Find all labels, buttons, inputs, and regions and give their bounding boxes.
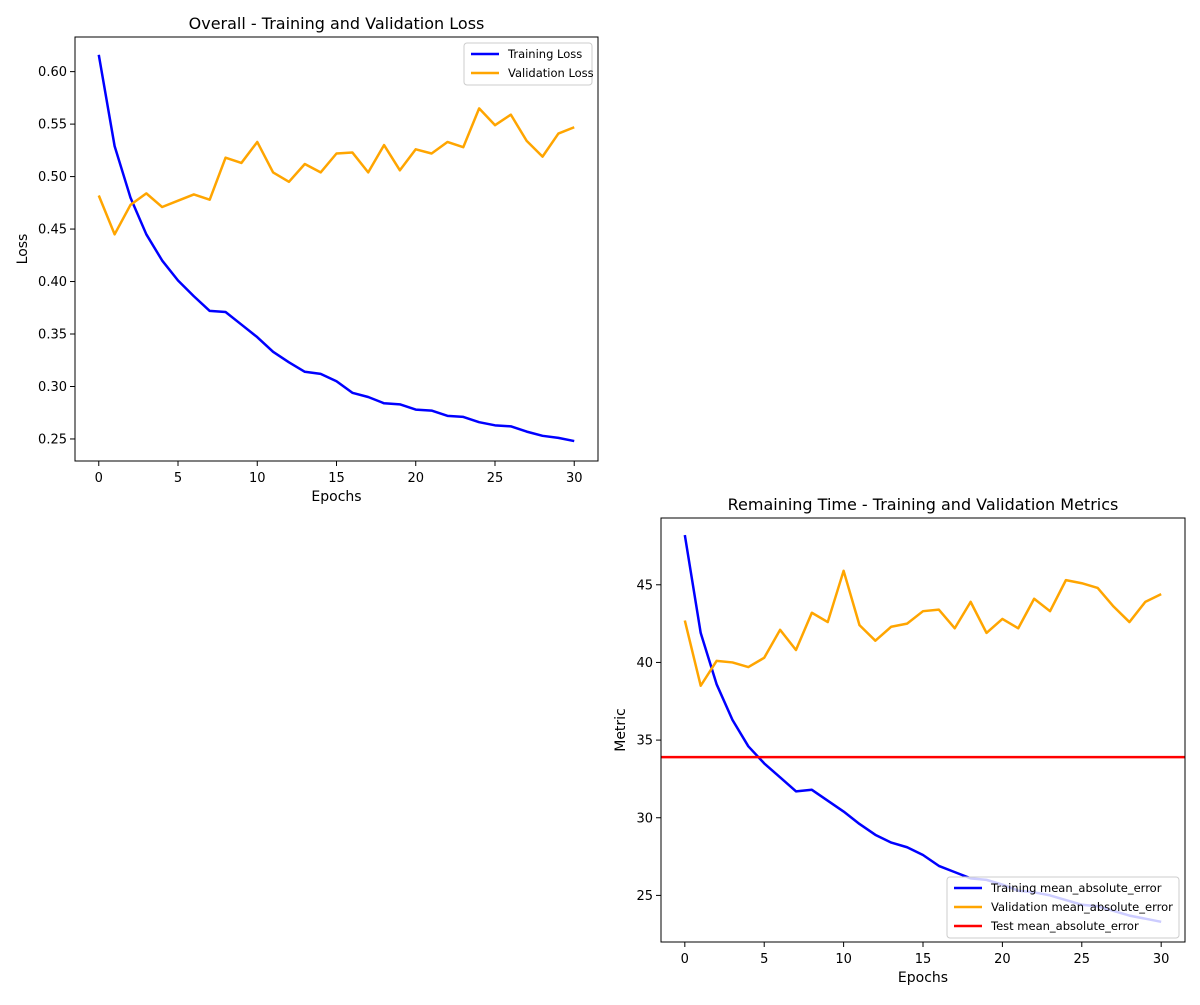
y-tick-label: 25 <box>636 889 653 904</box>
x-tick-label: 30 <box>1153 952 1170 967</box>
chart-1: 0 5 10 15 20 25 30 0.25 0.30 0.35 0.40 0.45 0.50 0.55… <box>15 14 599 505</box>
y-tick-label: 45 <box>636 578 653 593</box>
x-axis-label: Epochs <box>311 489 361 505</box>
chart-title: Remaining Time - Training and Validation… <box>728 495 1119 514</box>
x-tick-label: 0 <box>681 952 689 967</box>
x-axis-label: Epochs <box>898 970 948 986</box>
x-tick-label: 10 <box>835 952 852 967</box>
x-tick-label: 25 <box>487 471 504 486</box>
series-group <box>661 534 1185 924</box>
x-tick-label: 30 <box>566 471 583 486</box>
x-tick-label: 5 <box>760 952 768 967</box>
y-tick-label: 30 <box>636 811 653 826</box>
y-tick-label: 0.45 <box>38 223 67 238</box>
chart-2: 0 5 10 15 20 25 30 25 30 35 40 45 Remaining Time - T… <box>613 495 1186 986</box>
y-tick-label: 0.25 <box>38 432 67 447</box>
x-tick-label: 25 <box>1074 952 1091 967</box>
series-line-validation-loss <box>97 107 575 236</box>
legend-label: Validation mean_absolute_error <box>991 900 1173 914</box>
y-tick-label: 40 <box>636 656 653 671</box>
plot-frame <box>74 36 599 462</box>
y-tick-label: 0.50 <box>38 170 67 185</box>
series-line-training-mean-absolute-error <box>683 534 1162 924</box>
x-tick-label: 0 <box>95 471 103 486</box>
series-line-validation-mean-absolute-error <box>683 569 1162 687</box>
legend-label: Training Loss <box>507 47 582 61</box>
legend-box <box>946 876 1180 939</box>
y-axis-label: Metric <box>613 708 629 752</box>
series-line-training-loss <box>97 54 575 443</box>
y-tick-label: 0.60 <box>38 65 67 80</box>
y-tick-label: 35 <box>636 734 653 749</box>
x-tick-label: 5 <box>174 471 182 486</box>
legend-label: Training mean_absolute_error <box>990 881 1162 895</box>
legend-label: Validation Loss <box>508 66 594 80</box>
y-axis-label: Loss <box>15 234 31 265</box>
series-group <box>97 54 575 443</box>
legend: Training mean_absolute_error Validation m… <box>946 876 1180 939</box>
y-tick-label: 0.30 <box>38 380 67 395</box>
legend: Training Loss Validation Loss <box>463 42 594 86</box>
chart-title: Overall - Training and Validation Loss <box>189 14 485 33</box>
x-tick-label: 10 <box>249 471 266 486</box>
x-tick-label: 20 <box>407 471 424 486</box>
x-tick-label: 15 <box>915 952 932 967</box>
legend-label: Test mean_absolute_error <box>990 919 1139 933</box>
y-tick-label: 0.55 <box>38 118 67 133</box>
x-tick-label: 20 <box>994 952 1011 967</box>
x-tick-label: 15 <box>328 471 345 486</box>
y-tick-label: 0.35 <box>38 328 67 343</box>
y-tick-label: 0.40 <box>38 275 67 290</box>
